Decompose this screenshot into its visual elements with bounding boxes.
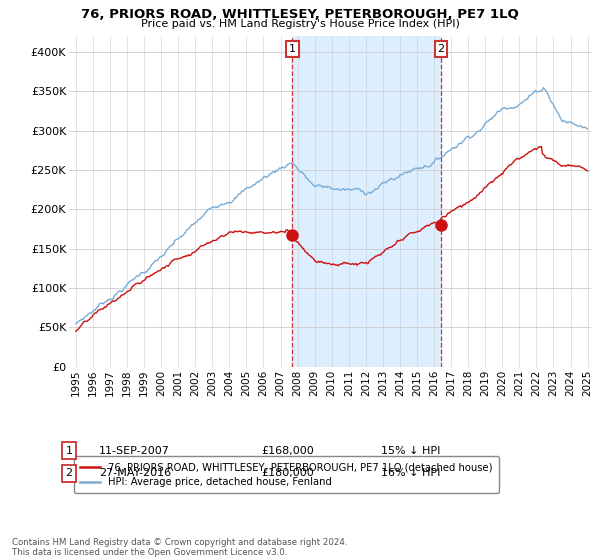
Text: 27-MAY-2016: 27-MAY-2016 (99, 468, 171, 478)
Text: Contains HM Land Registry data © Crown copyright and database right 2024.
This d: Contains HM Land Registry data © Crown c… (12, 538, 347, 557)
Text: 15% ↓ HPI: 15% ↓ HPI (381, 446, 440, 456)
Text: 2: 2 (437, 44, 445, 54)
Text: 1: 1 (65, 446, 73, 456)
Legend: 76, PRIORS ROAD, WHITTLESEY, PETERBOROUGH, PE7 1LQ (detached house), HPI: Averag: 76, PRIORS ROAD, WHITTLESEY, PETERBOROUG… (74, 456, 499, 493)
Text: £168,000: £168,000 (261, 446, 314, 456)
Text: 1: 1 (289, 44, 296, 54)
Bar (292, 36, 441, 367)
Text: £180,000: £180,000 (261, 468, 314, 478)
Text: 16% ↓ HPI: 16% ↓ HPI (381, 468, 440, 478)
Text: Price paid vs. HM Land Registry's House Price Index (HPI): Price paid vs. HM Land Registry's House … (140, 19, 460, 29)
Text: 11-SEP-2007: 11-SEP-2007 (99, 446, 170, 456)
Text: 76, PRIORS ROAD, WHITTLESEY, PETERBOROUGH, PE7 1LQ: 76, PRIORS ROAD, WHITTLESEY, PETERBOROUG… (81, 8, 519, 21)
Text: 2: 2 (65, 468, 73, 478)
